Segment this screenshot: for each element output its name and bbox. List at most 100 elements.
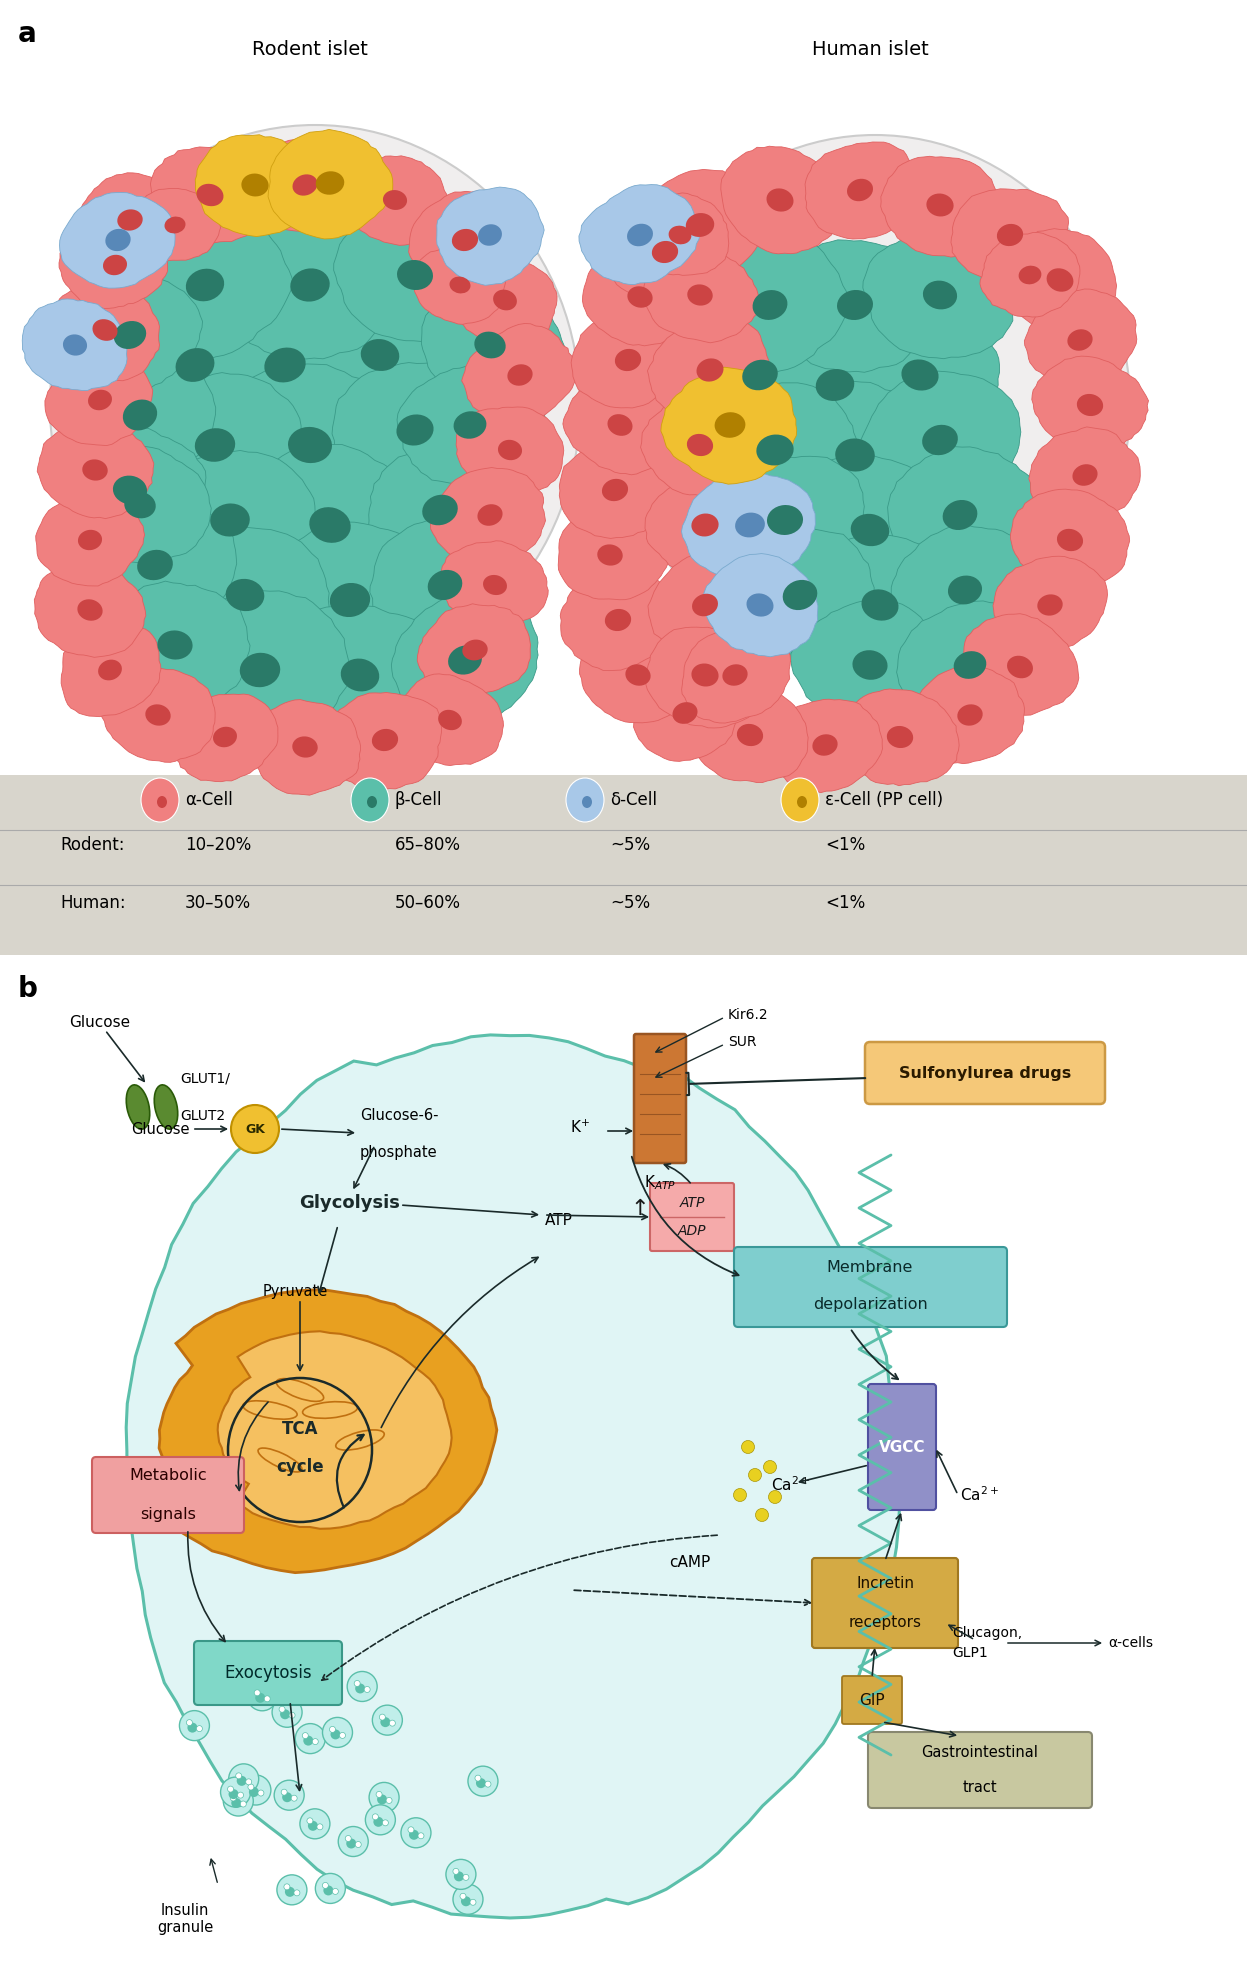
Polygon shape <box>777 240 933 373</box>
Circle shape <box>355 1842 362 1848</box>
Ellipse shape <box>478 224 503 246</box>
Circle shape <box>369 1783 399 1812</box>
Ellipse shape <box>493 290 518 310</box>
Polygon shape <box>1024 290 1137 389</box>
Circle shape <box>296 1723 325 1753</box>
Text: <1%: <1% <box>826 836 865 854</box>
Ellipse shape <box>948 576 983 605</box>
Polygon shape <box>747 314 915 459</box>
Polygon shape <box>247 139 360 232</box>
Point <box>884 1497 899 1521</box>
Circle shape <box>387 1796 392 1804</box>
Ellipse shape <box>77 599 102 621</box>
Text: Incretin: Incretin <box>855 1576 914 1592</box>
Polygon shape <box>996 228 1116 333</box>
Ellipse shape <box>288 427 332 463</box>
Polygon shape <box>196 288 377 445</box>
Ellipse shape <box>668 226 691 244</box>
Polygon shape <box>76 173 187 268</box>
Ellipse shape <box>1072 464 1097 486</box>
Polygon shape <box>840 689 959 786</box>
Point <box>884 1390 899 1413</box>
Polygon shape <box>682 629 791 723</box>
Text: K$_{ATP}$: K$_{ATP}$ <box>643 1173 676 1191</box>
Ellipse shape <box>141 778 180 822</box>
Ellipse shape <box>816 369 854 401</box>
Ellipse shape <box>736 512 764 538</box>
Circle shape <box>408 1826 414 1832</box>
Polygon shape <box>579 185 700 284</box>
Ellipse shape <box>123 399 157 431</box>
Polygon shape <box>560 572 675 671</box>
Circle shape <box>258 1790 264 1796</box>
Ellipse shape <box>146 705 171 727</box>
Polygon shape <box>392 596 537 723</box>
Polygon shape <box>60 193 175 288</box>
Ellipse shape <box>582 796 592 808</box>
Polygon shape <box>59 222 167 308</box>
Ellipse shape <box>330 584 370 617</box>
Circle shape <box>347 1671 377 1701</box>
Circle shape <box>768 1491 782 1503</box>
Ellipse shape <box>627 286 652 308</box>
Point <box>852 1584 867 1608</box>
Ellipse shape <box>99 659 122 681</box>
Ellipse shape <box>672 703 697 725</box>
Polygon shape <box>66 347 216 486</box>
Circle shape <box>345 1836 352 1842</box>
Circle shape <box>180 1711 209 1741</box>
Polygon shape <box>791 597 946 727</box>
Polygon shape <box>56 425 206 554</box>
Polygon shape <box>397 365 545 484</box>
Circle shape <box>249 1786 259 1796</box>
Text: GK: GK <box>246 1122 264 1135</box>
Text: ATP: ATP <box>680 1197 705 1211</box>
Text: Metabolic: Metabolic <box>130 1469 207 1483</box>
Point <box>884 1743 899 1767</box>
Ellipse shape <box>105 228 131 252</box>
Text: ε-Cell (PP cell): ε-Cell (PP cell) <box>826 790 943 810</box>
Ellipse shape <box>451 228 478 252</box>
Text: TCA: TCA <box>282 1419 318 1437</box>
Polygon shape <box>61 625 161 717</box>
Polygon shape <box>721 147 839 254</box>
Ellipse shape <box>360 339 399 371</box>
Ellipse shape <box>79 530 102 550</box>
Point <box>884 1356 899 1380</box>
Point <box>852 1266 867 1290</box>
Ellipse shape <box>853 651 888 679</box>
Circle shape <box>307 1818 313 1824</box>
Point <box>852 1548 867 1572</box>
Text: ADP: ADP <box>678 1225 706 1239</box>
Polygon shape <box>801 534 963 679</box>
Point <box>852 1302 867 1326</box>
Ellipse shape <box>126 1086 150 1129</box>
Ellipse shape <box>767 504 803 536</box>
Polygon shape <box>692 236 850 373</box>
Point <box>884 1530 899 1554</box>
Polygon shape <box>45 355 152 445</box>
Ellipse shape <box>958 705 983 727</box>
Polygon shape <box>1029 427 1140 524</box>
Circle shape <box>187 1723 197 1733</box>
Point <box>884 1179 899 1203</box>
Polygon shape <box>268 129 393 238</box>
Circle shape <box>289 1713 296 1719</box>
Polygon shape <box>22 300 127 391</box>
Ellipse shape <box>1038 594 1062 615</box>
Circle shape <box>227 1786 233 1792</box>
Polygon shape <box>294 286 469 425</box>
Ellipse shape <box>862 590 899 621</box>
Text: signals: signals <box>140 1507 196 1522</box>
Ellipse shape <box>155 1086 178 1129</box>
Circle shape <box>272 1697 302 1727</box>
Polygon shape <box>328 693 441 790</box>
FancyBboxPatch shape <box>633 1034 686 1163</box>
Ellipse shape <box>620 135 1130 675</box>
Ellipse shape <box>687 284 713 306</box>
Circle shape <box>453 1868 459 1874</box>
Ellipse shape <box>117 208 142 230</box>
Circle shape <box>281 1788 287 1794</box>
Polygon shape <box>233 445 420 603</box>
Circle shape <box>186 1719 192 1725</box>
